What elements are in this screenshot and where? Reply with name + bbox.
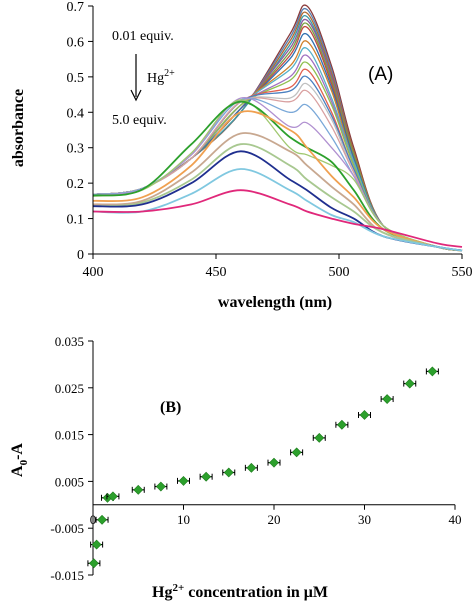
- data-point-6: [131, 484, 145, 495]
- point-marker: [404, 378, 415, 389]
- data-point-3: [95, 514, 109, 525]
- data-point-18: [403, 378, 417, 389]
- point-marker: [246, 462, 257, 473]
- absorbance-series-25: [92, 168, 463, 252]
- data-point-13: [290, 447, 304, 458]
- panel-b-x-label: Hg2+ concentration in μM: [152, 582, 328, 601]
- panel-b-x-tick-label: 0: [90, 512, 97, 527]
- panel-a-x-tick-label: 550: [452, 265, 473, 280]
- data-point-9: [199, 471, 213, 482]
- panel-b-y-tick-label: 0.015: [55, 428, 84, 443]
- panel-b-y-tick-label: 0.035: [55, 334, 84, 349]
- panel-a-y-tick-label: 0.2: [67, 177, 85, 192]
- panel-a-y-tick-label: 0: [77, 248, 84, 263]
- absorbance-series-22: [92, 132, 463, 252]
- panel-a-y-ticks: 0 0.1 0.2 0.3 0.4 0.5 0.6 0.7: [67, 0, 93, 263]
- absorbance-series-8: [92, 32, 463, 252]
- data-point-5: [106, 491, 120, 502]
- data-point-16: [358, 410, 371, 420]
- point-marker: [107, 491, 118, 502]
- point-marker: [336, 419, 347, 430]
- absorbance-series-13: [92, 68, 463, 252]
- data-point-14: [312, 432, 326, 443]
- point-marker: [269, 457, 279, 468]
- panel-a-x-label: wavelength (nm): [218, 294, 332, 311]
- panel-b-x-tick-label: 10: [177, 512, 190, 527]
- panel-a-tag: (A): [368, 64, 393, 85]
- panel-a-y-label: absorbance: [10, 89, 27, 167]
- panel-a-y-tick-label: 0.6: [67, 35, 85, 50]
- data-point-1: [87, 558, 101, 569]
- data-point-2: [90, 539, 104, 550]
- panel-b-y-tick-label: 0.025: [55, 381, 84, 396]
- panel-b-y-ticks: -0.015 -0.005 0.005 0.015 0.025 0.035: [50, 334, 93, 583]
- data-point-17: [380, 394, 394, 404]
- panel-b-x-tick-label: 20: [268, 512, 281, 527]
- panel-b-tag: (B): [160, 399, 181, 416]
- point-marker: [91, 539, 102, 550]
- data-point-15: [335, 419, 349, 430]
- absorbance-series-2: [92, 7, 463, 252]
- point-marker: [314, 432, 325, 443]
- point-marker: [201, 471, 212, 482]
- panel-a-x-tick-label: 500: [329, 265, 350, 280]
- panel-a-y-tick-label: 0.3: [67, 142, 85, 157]
- absorbance-series-14: [92, 75, 463, 252]
- point-marker: [155, 481, 166, 492]
- point-marker: [97, 514, 107, 525]
- point-marker: [427, 366, 438, 377]
- panel-a-x-ticks: 400 450 500 550: [83, 254, 473, 280]
- panel-a-y-tick-label: 0.1: [67, 213, 85, 228]
- panel-a-x-tick-label: 400: [83, 265, 104, 280]
- point-marker: [178, 476, 189, 486]
- data-point-12: [267, 457, 281, 468]
- data-point-10: [222, 467, 236, 478]
- absorbance-series-26: [92, 189, 463, 248]
- panel-b-y-label: A0-A: [9, 443, 30, 477]
- panel-a-y-tick-label: 0.5: [67, 71, 85, 86]
- panel-b-x-tick-label: 30: [358, 512, 371, 527]
- data-point-11: [244, 462, 258, 473]
- panel-a-chart: 400 450 500 550 0 0.1 0.2 0.3 0.4 0.5 0.6 0.7 wave…: [10, 0, 473, 311]
- absorbance-curves: [92, 4, 463, 252]
- annotation-ion: Hg2+: [147, 68, 175, 86]
- panel-a-y-tick-label: 0.7: [67, 0, 85, 15]
- data-point-7: [154, 481, 168, 492]
- point-marker: [223, 467, 234, 478]
- titration-arrow-head: [130, 89, 142, 102]
- annotation-start-equiv: 0.01 equiv.: [112, 29, 174, 44]
- panel-b-points: [87, 366, 439, 569]
- point-marker: [88, 558, 99, 569]
- data-point-8: [177, 476, 190, 486]
- panel-b-y-tick-label: -0.015: [50, 568, 84, 583]
- panel-a-y-tick-label: 0.4: [67, 106, 85, 121]
- point-marker: [359, 410, 370, 420]
- annotation-end-equiv: 5.0 equiv.: [112, 113, 167, 128]
- panel-b-chart: 0 10 20 30 40 -0.015 -0.005 0.005 0.015 0.025 0.0…: [9, 334, 462, 601]
- point-marker: [133, 484, 144, 495]
- data-point-19: [425, 366, 439, 377]
- panel-a-x-tick-label: 450: [206, 265, 227, 280]
- point-marker: [291, 447, 302, 458]
- absorbance-series-21: [92, 110, 463, 252]
- panel-b-x-ticks: 0 10 20 30 40: [90, 504, 462, 527]
- absorbance-series-23: [92, 143, 463, 252]
- panel-b-x-tick-label: 40: [449, 512, 462, 527]
- panel-b-y-tick-label: 0.005: [55, 474, 84, 489]
- absorbance-series-3: [92, 11, 463, 252]
- panel-b-y-tick-label: -0.005: [50, 521, 84, 536]
- point-marker: [382, 394, 393, 404]
